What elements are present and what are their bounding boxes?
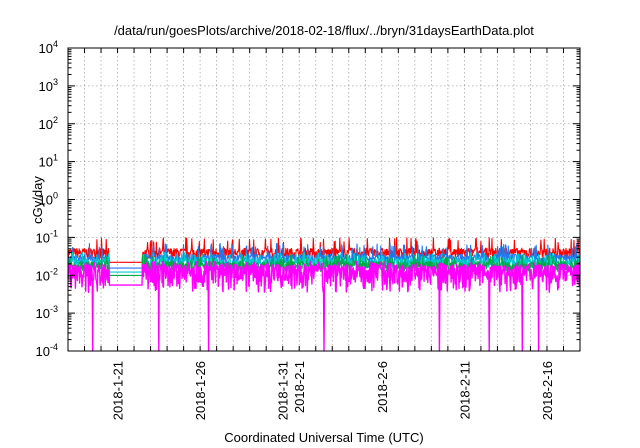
y-tick-label: 101: [39, 153, 58, 170]
y-tick-label: 10-2: [36, 266, 58, 283]
x-axis: 2018-1-21 2018-1-26 2018-1-31 2018-2-1 2018-…: [84, 48, 564, 420]
x-tick-label: 2018-2-6: [375, 361, 390, 413]
y-tick-label: 104: [39, 39, 58, 56]
x-tick-label: 2018-2-11: [457, 361, 472, 419]
series-group: [67, 237, 581, 352]
x-tick-label: 2018-2-16: [540, 361, 555, 420]
x-axis-label: Coordinated Universal Time (UTC): [224, 430, 423, 445]
y-axis-label: cGy/day: [30, 176, 45, 224]
x-tick-label: 2018-1-21: [111, 361, 126, 420]
grid: [68, 48, 580, 351]
x-tick-label: 2018-2-1: [292, 361, 307, 413]
y-tick-label: 103: [39, 77, 58, 94]
y-tick-label: 100: [39, 191, 58, 208]
y-axis: 10-4 10-3 10-2 10-1 100 101 102 103 104: [36, 39, 580, 359]
y-tick-label: 102: [39, 115, 58, 132]
y-tick-label: 10-3: [36, 304, 58, 321]
y-tick-label: 10-4: [36, 342, 58, 359]
chart-title: /data/run/goesPlots/archive/2018-02-18/f…: [114, 23, 534, 38]
x-tick-label: 2018-1-26: [193, 361, 208, 420]
x-tick-label: 2018-1-31: [276, 361, 291, 420]
y-tick-label: 10-1: [36, 228, 58, 245]
